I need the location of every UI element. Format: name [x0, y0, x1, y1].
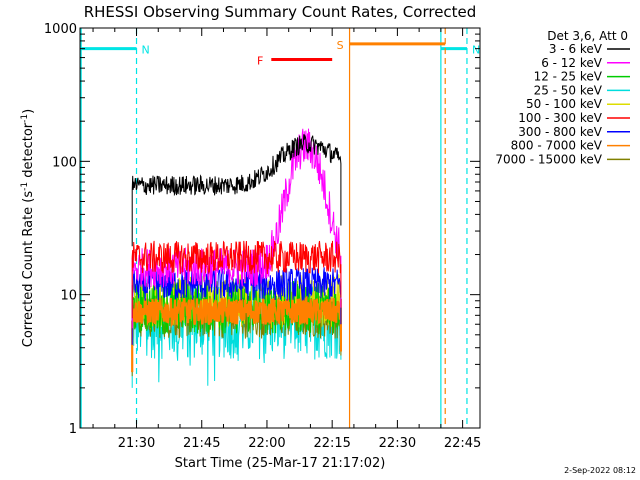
legend-label: 6 - 12 keV	[541, 56, 603, 70]
footer-date: 2-Sep-2022 08:12	[564, 466, 636, 475]
y-tick-label: 1	[69, 422, 77, 437]
y-axis-label-main: Corrected Count Rate (s	[21, 191, 36, 348]
axes-layer: 21:30 21:45 22:00 22:15 22:30 22:45 1 10 100 1000	[44, 22, 481, 451]
legend-label: 300 - 800 keV	[518, 125, 602, 139]
legend-label: 800 - 7000 keV	[511, 139, 603, 153]
y-tick-label: 100	[52, 155, 77, 170]
series-line-7	[131, 295, 342, 373]
legend-label: 7000 - 15000 keV	[495, 152, 602, 166]
y-axis-label-sup1: -1	[20, 182, 30, 191]
legend-label: 12 - 25 keV	[534, 70, 603, 84]
y-axis-label-end: )	[21, 109, 36, 114]
y-axis-label-sup2: -1	[20, 114, 30, 123]
x-tick-label: 21:30	[118, 436, 155, 451]
legend-label: 100 - 300 keV	[518, 111, 602, 125]
series-line-0	[131, 133, 342, 247]
y-axis-label: Corrected Count Rate (s-1 detector-1)	[20, 109, 36, 347]
annotation-label-N: N	[142, 44, 150, 57]
y-tick-label: 1000	[44, 22, 77, 37]
legend-header: Det 3,6, Att 0	[547, 29, 628, 43]
annotation-layer: N N S F	[80, 28, 480, 428]
legend-label: 3 - 6 keV	[549, 42, 603, 56]
y-axis-label-mid: detector	[21, 122, 36, 182]
annotation-label-N: N	[472, 44, 480, 57]
annotation-label-S: S	[337, 39, 344, 52]
x-tick-label: 22:30	[379, 436, 416, 451]
x-tick-label: 22:45	[444, 436, 481, 451]
x-tick-label: 21:45	[183, 436, 220, 451]
x-axis-label: Start Time (25-Mar-17 21:17:02)	[175, 456, 386, 471]
legend-label: 50 - 100 keV	[526, 97, 603, 111]
x-tick-label: 22:00	[248, 436, 285, 451]
series-layer	[131, 128, 342, 388]
chart-title: RHESSI Observing Summary Count Rates, Co…	[84, 3, 477, 21]
series-line-2	[131, 281, 342, 369]
legend-label: 25 - 50 keV	[534, 83, 603, 97]
annotation-label-F: F	[257, 55, 263, 68]
y-tick-label: 10	[60, 289, 77, 304]
series-line-5	[131, 240, 342, 319]
x-tick-label: 22:15	[313, 436, 350, 451]
plot-frame	[79, 27, 481, 429]
